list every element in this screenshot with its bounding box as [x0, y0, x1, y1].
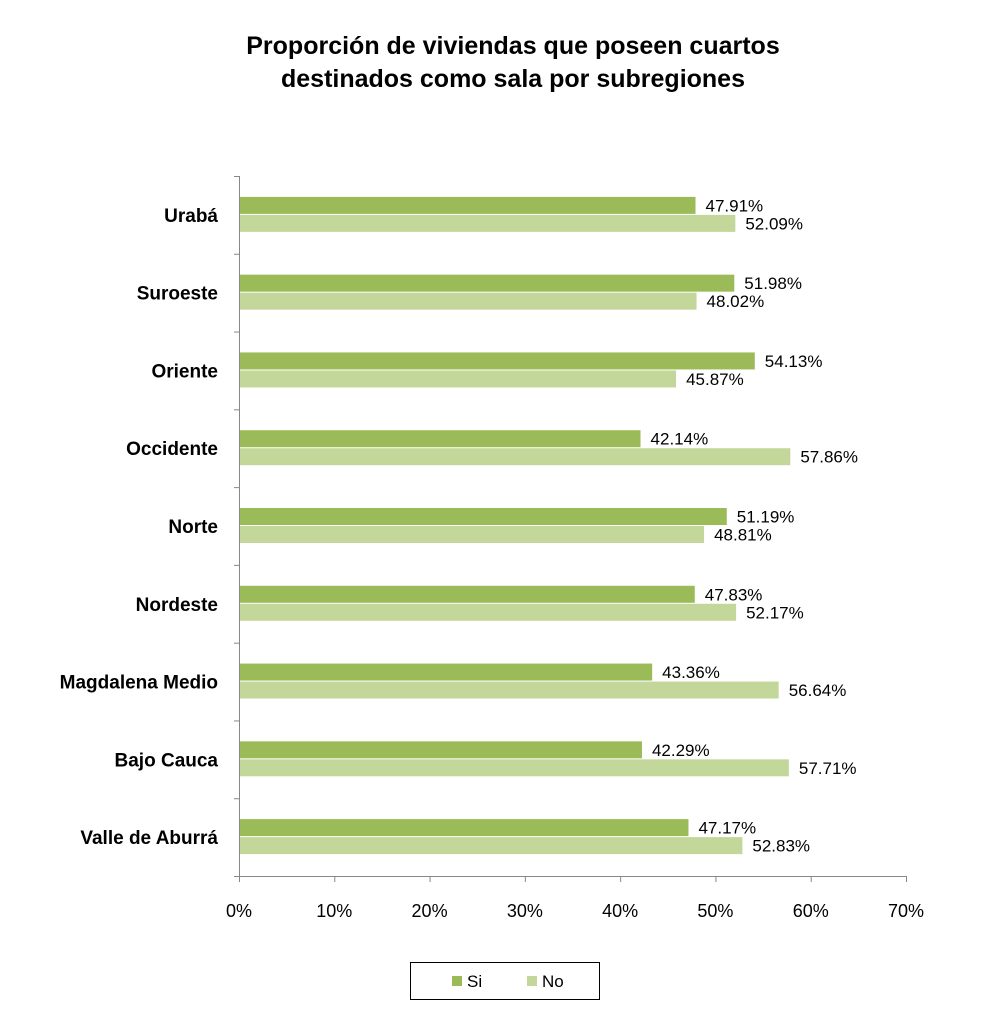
bar-si-4: [239, 430, 641, 448]
bar-si-2: [239, 274, 735, 292]
bar-no-1: [239, 214, 736, 232]
bar-no-2: [239, 292, 697, 310]
x-tick-label-5: 50%: [697, 901, 733, 921]
value-label-si-1: 47.91%: [706, 196, 764, 215]
value-label-no-4: 57.86%: [800, 448, 858, 467]
x-tick-label-2: 20%: [412, 901, 448, 921]
legend-label-no: No: [542, 972, 564, 991]
bar-no-5: [239, 526, 705, 543]
legend-box: [410, 962, 600, 1000]
value-label-si-9: 47.17%: [698, 819, 756, 838]
bar-si-3: [239, 352, 755, 370]
legend-swatch-si: [452, 976, 462, 986]
value-label-si-3: 54.13%: [765, 352, 823, 371]
legend-swatch-no: [527, 976, 537, 986]
x-tick-label-4: 40%: [602, 901, 638, 921]
value-label-no-7: 56.64%: [789, 681, 847, 700]
value-label-no-2: 48.02%: [707, 292, 765, 311]
bar-no-3: [239, 370, 677, 388]
bar-si-8: [239, 741, 642, 759]
bar-no-9: [239, 837, 743, 855]
category-label-8: Bajo Cauca: [115, 750, 219, 771]
x-tick-label-1: 10%: [316, 901, 352, 921]
value-label-no-8: 57.71%: [799, 759, 857, 778]
category-label-2: Suroeste: [137, 284, 218, 305]
bar-si-9: [239, 819, 689, 837]
category-label-5: Norte: [168, 517, 218, 538]
bar-no-7: [239, 681, 779, 699]
value-label-no-9: 52.83%: [752, 837, 810, 856]
legend-label-si: Si: [467, 972, 482, 991]
bar-no-8: [239, 759, 789, 777]
category-label-3: Oriente: [151, 361, 218, 382]
bar-no-6: [239, 603, 737, 621]
category-label-1: Urabá: [164, 206, 218, 227]
value-label-no-6: 52.17%: [746, 603, 804, 622]
value-label-no-5: 48.81%: [714, 526, 772, 545]
value-label-no-3: 45.87%: [686, 370, 744, 389]
value-label-si-8: 42.29%: [652, 741, 710, 760]
chart-title-line-1: Proporción de viviendas que poseen cuart…: [246, 32, 780, 60]
bar-si-6: [239, 585, 695, 603]
bar-no-4: [239, 448, 791, 466]
x-tick-label-6: 60%: [793, 901, 829, 921]
x-tick-label-3: 30%: [507, 901, 543, 921]
category-label-4: Occidente: [126, 439, 218, 460]
chart-title: Proporción de viviendas que poseen cuart…: [0, 30, 989, 96]
bar-si-7: [239, 663, 653, 681]
x-tick-label-0: 0%: [226, 901, 252, 921]
category-label-7: Magdalena Medio: [60, 673, 218, 694]
value-label-si-6: 47.83%: [705, 585, 763, 604]
bar-si-1: [239, 196, 696, 214]
category-label-6: Nordeste: [136, 595, 218, 616]
value-label-si-7: 43.36%: [662, 663, 720, 682]
x-tick-label-7: 70%: [888, 901, 924, 921]
value-label-no-1: 52.09%: [745, 214, 803, 233]
value-label-si-5: 51.19%: [737, 508, 795, 527]
category-label-9: Valle de Aburrá: [80, 828, 218, 849]
bar-si-5: [239, 508, 727, 525]
value-label-si-2: 51.98%: [744, 274, 802, 293]
chart-title-line-2: destinados como sala por subregiones: [280, 65, 745, 93]
value-label-si-4: 42.14%: [651, 430, 709, 449]
